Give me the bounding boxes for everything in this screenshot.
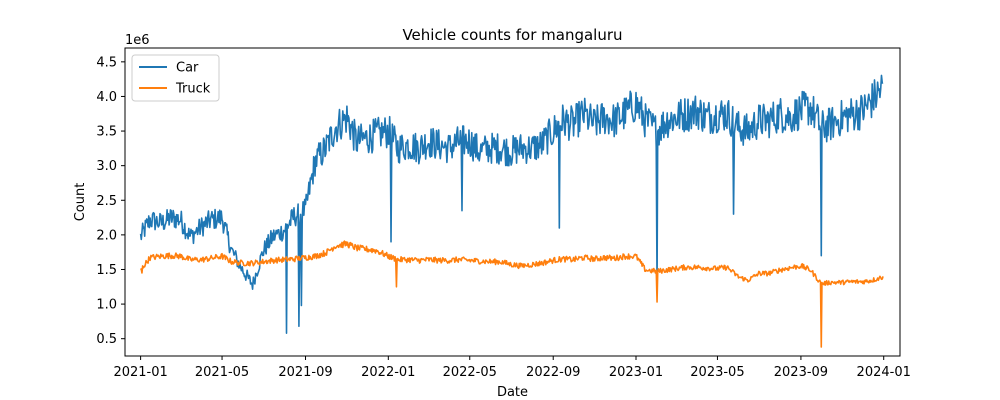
x-axis-label: Date: [497, 385, 528, 400]
y-multiplier-label: 1e6: [125, 33, 150, 48]
x-tick-label: 2022-09: [526, 365, 580, 380]
y-tick-label: 4.0: [96, 90, 117, 105]
x-tick-label: 2023-09: [774, 365, 828, 380]
x-tick-label: 2024-01: [857, 365, 911, 380]
series-line-car: [139, 74, 884, 334]
y-tick-label: 1.0: [96, 298, 117, 313]
x-tick-label: 2023-01: [609, 365, 663, 380]
x-tick-label: 2021-09: [278, 365, 332, 380]
y-tick-label: 0.5: [96, 332, 117, 347]
legend-label-truck: Truck: [175, 82, 211, 97]
x-axis: 2021-01 2021-05 2021-09 2022-01 2022-05 2022-…: [113, 356, 911, 380]
y-tick-label: 2.0: [96, 228, 117, 243]
y-tick-label: 3.5: [96, 125, 117, 140]
y-tick-label: 2.5: [96, 194, 117, 209]
y-tick-label: 3.0: [96, 159, 117, 174]
y-axis-label: Count: [73, 183, 88, 222]
y-tick-label: 4.5: [96, 55, 117, 70]
y-tick-label: 1.5: [96, 263, 117, 278]
x-tick-label: 2022-05: [443, 365, 497, 380]
legend-label-car: Car: [176, 61, 199, 76]
x-tick-label: 2023-05: [690, 365, 744, 380]
plot-area: [139, 74, 884, 348]
axes-frame: [124, 47, 901, 357]
series-line-truck: [139, 240, 884, 348]
x-tick-label: 2021-05: [195, 365, 249, 380]
chart-title: Vehicle counts for mangaluru: [402, 26, 622, 44]
x-tick-label: 2022-01: [361, 365, 415, 380]
x-tick-label: 2021-01: [113, 365, 167, 380]
legend: Car Truck: [131, 54, 220, 102]
y-axis: 0.5 1.0 1.5 2.0 2.5 3.0 3.5 4.0 4.5: [96, 55, 125, 347]
